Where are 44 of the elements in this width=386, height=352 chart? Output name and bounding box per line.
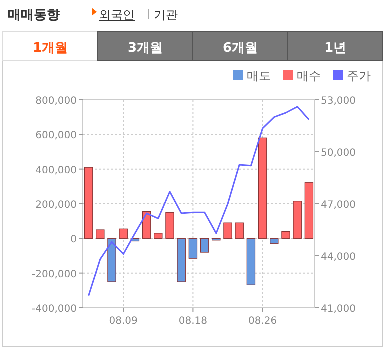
bar [235,222,244,239]
chart-title: 매매동향 [8,8,60,23]
text: 6개월 [222,41,258,56]
bar [224,222,232,239]
bar [293,201,302,239]
x-tick-label: 08.09 [109,316,138,327]
bar [96,230,105,239]
y-tick-label: 600,000 [36,130,77,142]
bar [258,138,268,239]
bar [188,238,198,259]
text: 1개월 [32,41,68,56]
legend-label: 매도 [247,69,271,83]
y2-tick-label: 44,000 [321,252,356,263]
x-tick-label: 08.26 [248,316,278,327]
bar [177,238,186,282]
bar [270,238,279,244]
text: 3개월 [128,41,164,56]
bar [166,212,174,239]
text: 기관 [154,8,178,22]
bar [142,212,152,239]
bar [200,238,210,253]
bar [108,238,116,282]
y2-tick-label: 47,000 [321,200,356,211]
y-tick-label: 400,000 [36,165,77,176]
bar [282,231,290,239]
y2-tick-label: 50,000 [321,148,356,159]
y-tick-label: -400,000 [32,304,77,315]
y-tick-label: 800,000 [36,96,77,107]
legend-label: 매수 [297,69,321,83]
y-tick-label: -200,000 [32,269,77,280]
legend-label: 주가 [347,69,371,83]
bar [119,228,128,239]
y-tick-label: 200,000 [36,200,77,211]
y-tick-label: 0 [70,234,77,246]
y2-tick-label: 53,000 [321,96,356,107]
bar [304,182,314,239]
y2-tick-label: 41,000 [321,304,356,315]
bar [154,233,163,239]
x-tick-label: 08.18 [178,316,208,327]
text: 외국인 [99,8,135,22]
bar [84,167,94,239]
bar [246,238,256,286]
line-series [88,106,310,297]
text: 1년 [324,41,347,56]
